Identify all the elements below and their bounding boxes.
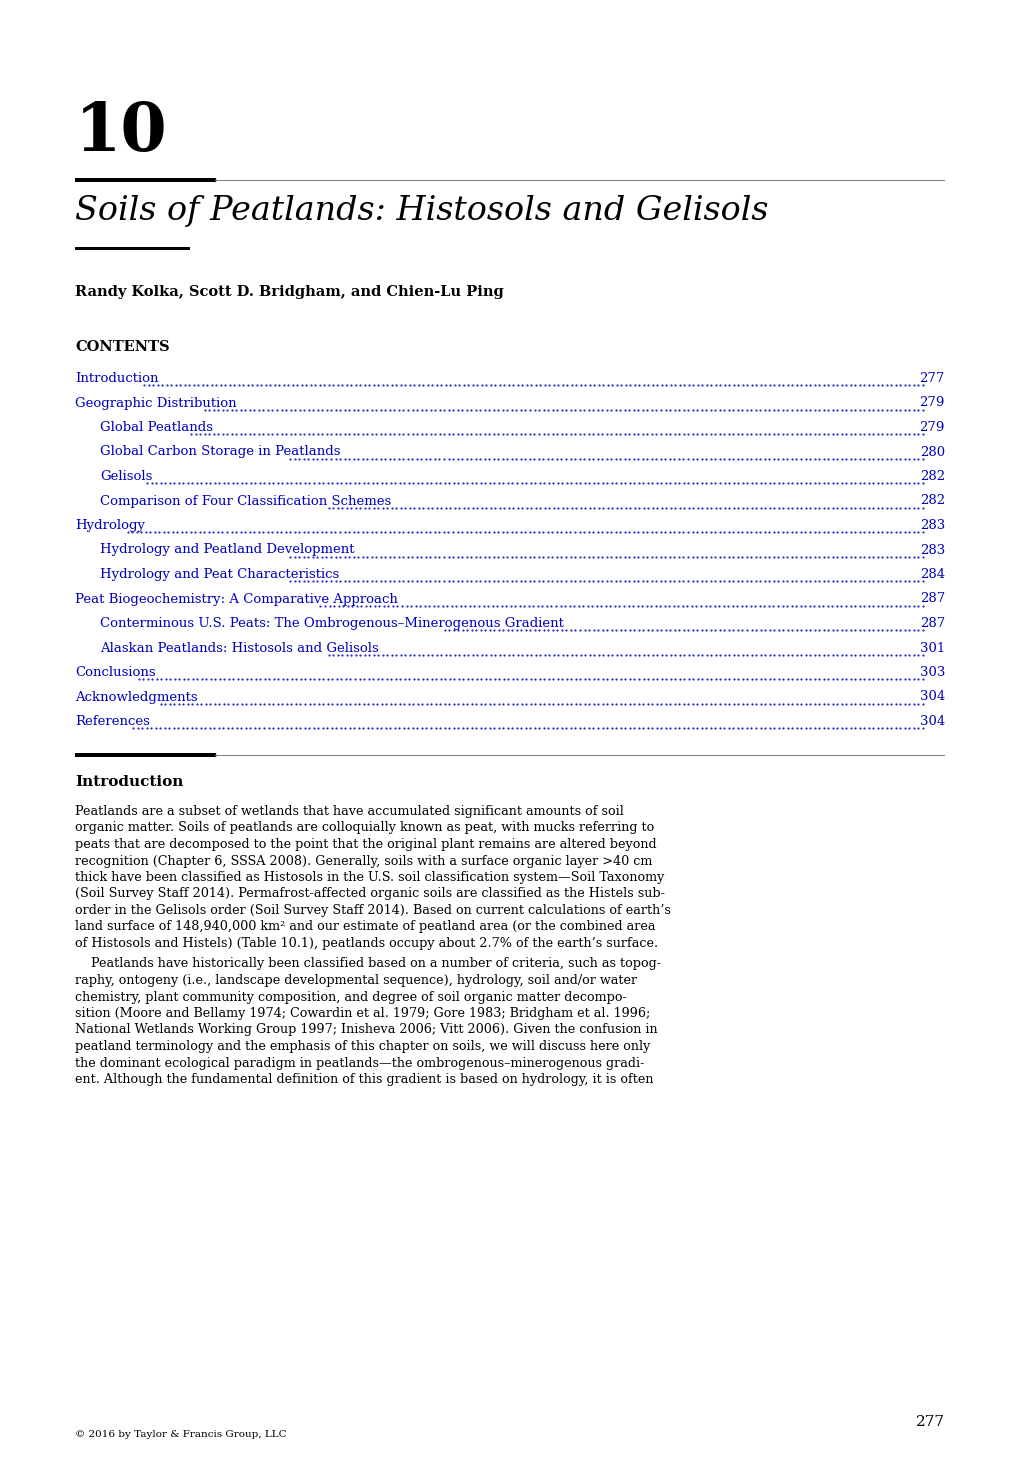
Text: Peatlands have historically been classified based on a number of criteria, such : Peatlands have historically been classif… — [75, 957, 660, 970]
Text: © 2016 by Taylor & Francis Group, LLC: © 2016 by Taylor & Francis Group, LLC — [75, 1429, 286, 1440]
Text: thick have been classified as Histosols in the U.S. soil classification system—S: thick have been classified as Histosols … — [75, 871, 663, 884]
Text: raphy, ontogeny (i.e., landscape developmental sequence), hydrology, soil and/or: raphy, ontogeny (i.e., landscape develop… — [75, 973, 637, 986]
Text: Peat Biogeochemistry: A Comparative Approach: Peat Biogeochemistry: A Comparative Appr… — [75, 593, 397, 606]
Text: organic matter. Soils of peatlands are colloquially known as peat, with mucks re: organic matter. Soils of peatlands are c… — [75, 822, 653, 835]
Text: Hydrology and Peat Characteristics: Hydrology and Peat Characteristics — [100, 568, 339, 581]
Text: National Wetlands Working Group 1997; Inisheva 2006; Vitt 2006). Given the confu: National Wetlands Working Group 1997; In… — [75, 1023, 657, 1036]
Text: Conclusions: Conclusions — [75, 666, 156, 679]
Text: 304: 304 — [919, 691, 944, 704]
Text: 283: 283 — [919, 543, 944, 557]
Text: 301: 301 — [919, 641, 944, 654]
Text: Gelisols: Gelisols — [100, 471, 152, 484]
Text: References: References — [75, 715, 150, 728]
Text: 283: 283 — [919, 519, 944, 532]
Text: 277: 277 — [915, 1415, 944, 1429]
Text: Global Carbon Storage in Peatlands: Global Carbon Storage in Peatlands — [100, 446, 340, 459]
Text: Conterminous U.S. Peats: The Ombrogenous–Minerogenous Gradient: Conterminous U.S. Peats: The Ombrogenous… — [100, 616, 564, 629]
Text: 284: 284 — [919, 568, 944, 581]
Text: (Soil Survey Staff 2014). Permafrost-affected organic soils are classified as th: (Soil Survey Staff 2014). Permafrost-aff… — [75, 887, 664, 900]
Text: 304: 304 — [919, 715, 944, 728]
Text: Alaskan Peatlands: Histosols and Gelisols: Alaskan Peatlands: Histosols and Gelisol… — [100, 641, 378, 654]
Text: the dominant ecological paradigm in peatlands—the ombrogenous–minerogenous gradi: the dominant ecological paradigm in peat… — [75, 1056, 644, 1069]
Text: 287: 287 — [919, 593, 944, 606]
Text: Peatlands are a subset of wetlands that have accumulated significant amounts of : Peatlands are a subset of wetlands that … — [75, 806, 624, 817]
Text: Hydrology: Hydrology — [75, 519, 145, 532]
Text: Introduction: Introduction — [75, 775, 183, 790]
Text: Comparison of Four Classification Schemes: Comparison of Four Classification Scheme… — [100, 494, 391, 507]
Text: Randy Kolka, Scott D. Bridgham, and Chien-Lu Ping: Randy Kolka, Scott D. Bridgham, and Chie… — [75, 286, 503, 299]
Text: 282: 282 — [919, 494, 944, 507]
Text: 287: 287 — [919, 616, 944, 629]
Text: 280: 280 — [919, 446, 944, 459]
Text: land surface of 148,940,000 km² and our estimate of peatland area (or the combin: land surface of 148,940,000 km² and our … — [75, 921, 655, 934]
Text: 303: 303 — [919, 666, 944, 679]
Text: order in the Gelisols order (Soil Survey Staff 2014). Based on current calculati: order in the Gelisols order (Soil Survey… — [75, 903, 671, 916]
Text: peatland terminology and the emphasis of this chapter on soils, we will discuss : peatland terminology and the emphasis of… — [75, 1040, 650, 1053]
Text: CONTENTS: CONTENTS — [75, 339, 169, 354]
Text: ent. Although the fundamental definition of this gradient is based on hydrology,: ent. Although the fundamental definition… — [75, 1072, 653, 1085]
Text: chemistry, plant community composition, and degree of soil organic matter decomp: chemistry, plant community composition, … — [75, 991, 626, 1004]
Text: 277: 277 — [919, 372, 944, 385]
Text: 10: 10 — [75, 101, 167, 165]
Bar — [75, 753, 215, 758]
Text: Soils of Peatlands: Histosols and Gelisols: Soils of Peatlands: Histosols and Geliso… — [75, 195, 767, 227]
Text: Geographic Distribution: Geographic Distribution — [75, 396, 236, 409]
Text: 282: 282 — [919, 471, 944, 484]
Text: of Histosols and Histels) (Table 10.1), peatlands occupy about 2.7% of the earth: of Histosols and Histels) (Table 10.1), … — [75, 937, 657, 950]
Text: peats that are decomposed to the point that the original plant remains are alter: peats that are decomposed to the point t… — [75, 838, 656, 851]
Text: Hydrology and Peatland Development: Hydrology and Peatland Development — [100, 543, 355, 557]
Text: recognition (Chapter 6, SSSA 2008). Generally, soils with a surface organic laye: recognition (Chapter 6, SSSA 2008). Gene… — [75, 854, 652, 867]
Text: 279: 279 — [919, 421, 944, 434]
Bar — [75, 178, 215, 182]
Text: Acknowledgments: Acknowledgments — [75, 691, 198, 704]
Text: sition (Moore and Bellamy 1974; Cowardin et al. 1979; Gore 1983; Bridgham et al.: sition (Moore and Bellamy 1974; Cowardin… — [75, 1007, 650, 1020]
Text: 279: 279 — [919, 396, 944, 409]
Text: Introduction: Introduction — [75, 372, 158, 385]
Text: Global Peatlands: Global Peatlands — [100, 421, 213, 434]
